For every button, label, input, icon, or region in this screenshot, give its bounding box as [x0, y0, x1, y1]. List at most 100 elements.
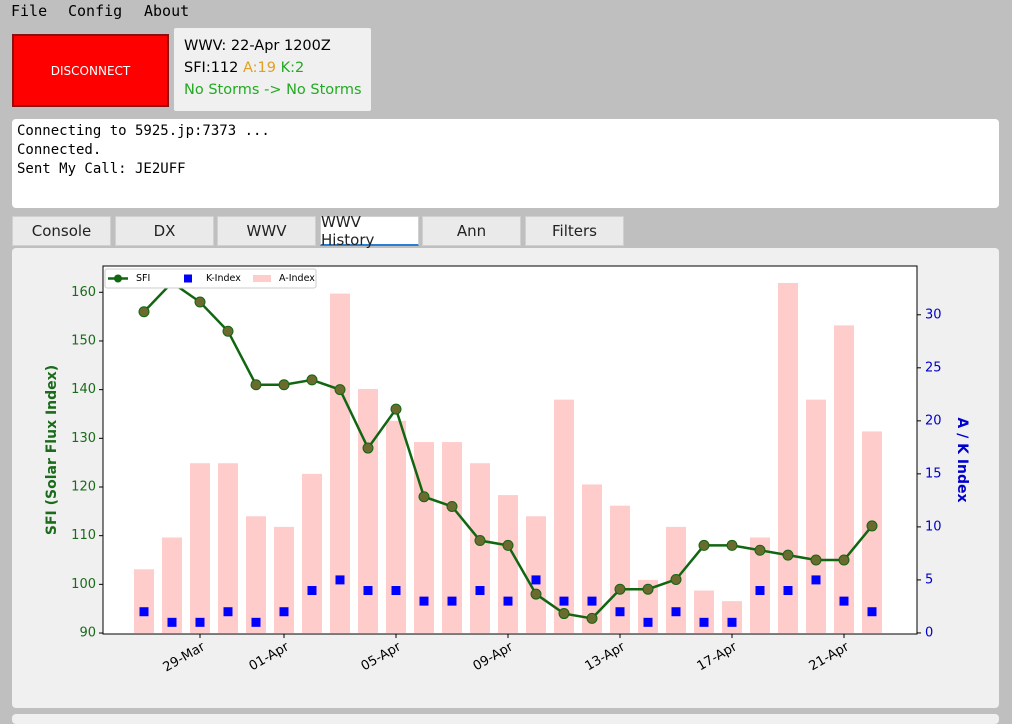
point — [223, 607, 233, 617]
point — [867, 607, 877, 617]
y2-tick-label: 15 — [925, 466, 942, 481]
marker — [446, 500, 458, 512]
x-tick-label: 17-Apr — [695, 639, 741, 674]
wwv-indices: SFI:112 A:19 K:2 — [184, 60, 304, 76]
y-tick-label: 90 — [79, 626, 96, 641]
tab[interactable]: Filters — [525, 216, 624, 246]
point — [363, 586, 373, 596]
x-tick-label: 21-Apr — [807, 639, 853, 674]
marker — [670, 573, 682, 585]
marker — [502, 539, 514, 551]
marker — [362, 442, 374, 454]
bar — [498, 495, 518, 633]
bar — [582, 484, 602, 633]
console-line: Connecting to 5925.jp:7373 ... — [17, 123, 270, 139]
menu-item[interactable]: Config — [68, 2, 123, 20]
point — [839, 596, 849, 606]
point — [251, 617, 261, 627]
tab[interactable]: WWV History — [320, 213, 419, 249]
bar — [386, 420, 406, 633]
menu-item[interactable]: File — [11, 2, 48, 20]
point — [699, 617, 709, 627]
tab[interactable]: Ann — [422, 216, 521, 246]
bar — [526, 516, 546, 633]
point — [279, 607, 289, 617]
marker — [474, 535, 486, 547]
tab[interactable]: WWV — [217, 216, 316, 246]
bar — [694, 590, 714, 633]
point — [755, 586, 765, 596]
storms: No Storms -> No Storms — [184, 82, 362, 98]
legend-marker — [184, 274, 192, 283]
point — [671, 607, 681, 617]
bottom-panel — [12, 714, 999, 724]
bar — [610, 505, 630, 633]
marker — [810, 554, 822, 566]
y-tick-label: 150 — [71, 333, 96, 348]
bar — [358, 389, 378, 633]
x-tick-label: 05-Apr — [359, 639, 405, 674]
k-index: K:2 — [280, 60, 305, 76]
x-tick-label: 13-Apr — [583, 639, 629, 674]
x-tick-label: 01-Apr — [247, 639, 293, 674]
x-tick-label: 09-Apr — [471, 639, 517, 674]
marker — [838, 554, 850, 566]
point — [475, 586, 485, 596]
console: Connecting to 5925.jp:7373 ... Connected… — [12, 119, 999, 208]
wwv-panel: WWV: 22-Apr 1200Z SFI:112 A:19 K:2 No St… — [174, 28, 371, 111]
bar — [834, 325, 854, 633]
legend-label: K-Index — [206, 273, 241, 284]
wwv-line: WWV: 22-Apr 1200Z — [184, 38, 331, 54]
legend-marker — [253, 275, 271, 282]
console-line: Connected. — [17, 142, 102, 158]
bar — [274, 526, 294, 633]
console-line: Sent My Call: JE2UFF — [17, 161, 186, 177]
bar — [162, 537, 182, 633]
marker — [614, 583, 626, 595]
y2-axis-label: A / K Index — [954, 417, 970, 502]
point — [307, 586, 317, 596]
y2-tick-label: 5 — [925, 572, 933, 587]
bar — [246, 516, 266, 633]
bar — [302, 473, 322, 633]
bar — [638, 579, 658, 633]
bar — [330, 293, 350, 633]
menu-item[interactable]: About — [144, 2, 190, 20]
point — [587, 596, 597, 606]
point — [391, 586, 401, 596]
marker — [558, 608, 570, 620]
bar — [134, 569, 154, 633]
marker — [194, 296, 206, 308]
point — [727, 617, 737, 627]
y-tick-label: 110 — [71, 528, 96, 543]
marker — [390, 403, 402, 415]
tab[interactable]: Console — [12, 216, 111, 246]
marker — [754, 544, 766, 556]
y2-tick-label: 30 — [925, 307, 942, 322]
bar — [218, 463, 238, 633]
plot-frame — [102, 265, 918, 635]
point — [559, 596, 569, 606]
legend-box — [104, 268, 317, 289]
marker — [698, 539, 710, 551]
marker — [278, 379, 290, 391]
marker — [726, 539, 738, 551]
point — [811, 575, 821, 585]
bar — [722, 601, 742, 633]
tab[interactable]: DX — [115, 216, 214, 246]
y-tick-label: 130 — [71, 431, 96, 446]
marker — [586, 612, 598, 624]
point — [643, 617, 653, 627]
y2-tick-label: 10 — [925, 519, 942, 534]
marker — [222, 325, 234, 337]
marker — [866, 520, 878, 532]
disconnect-button[interactable]: DISCONNECT — [12, 34, 169, 107]
chart: 90 100 110 120 130 140 150 160 0 5 10 15 20 25 30 29-Ma… — [44, 265, 970, 675]
y-tick-label: 160 — [71, 285, 96, 300]
y2-tick-label: 0 — [925, 625, 933, 640]
y2-tick-label: 25 — [925, 360, 942, 375]
marker — [306, 374, 318, 386]
bar — [750, 537, 770, 633]
legend-label: SFI — [136, 273, 150, 284]
